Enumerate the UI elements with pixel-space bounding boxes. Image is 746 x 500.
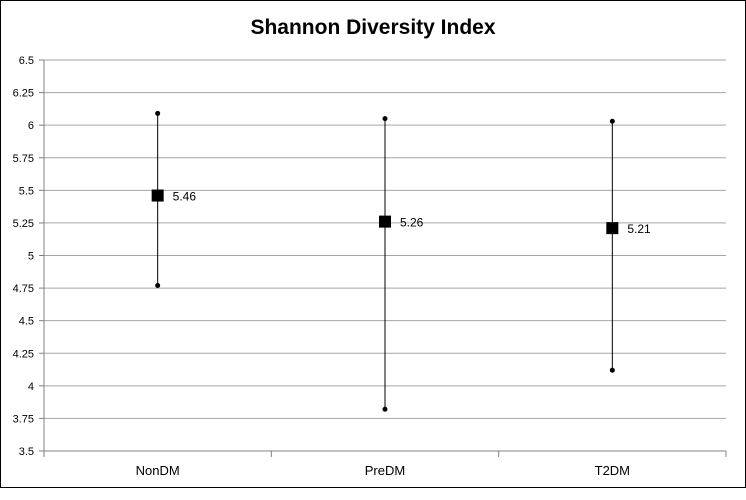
data-label: 5.21: [627, 222, 651, 236]
y-tick-label: 6.25: [13, 88, 34, 100]
y-tick-label: 4: [28, 381, 34, 393]
y-tick-label: 6.5: [19, 55, 34, 67]
data-label: 5.46: [173, 190, 197, 204]
y-tick-label: 5: [28, 251, 34, 263]
x-tick-label: PreDM: [365, 463, 405, 478]
y-tick-label: 6: [28, 120, 34, 132]
y-tick-label: 5.75: [13, 153, 34, 165]
error-bar-high-cap: [382, 116, 388, 122]
y-tick-label: 5.25: [13, 218, 34, 230]
error-bar-low-cap: [382, 406, 388, 412]
data-point-marker: [379, 215, 391, 228]
y-tick-label: 4.5: [19, 316, 34, 328]
y-tick-label: 3.5: [19, 446, 34, 458]
error-bar-high-cap: [609, 118, 615, 124]
chart-title: Shannon Diversity Index: [250, 16, 496, 39]
y-tick-label: 4.25: [13, 348, 34, 360]
error-bar-low-cap: [609, 367, 615, 373]
y-tick-label: 4.75: [13, 283, 34, 295]
x-tick-label: NonDM: [136, 463, 180, 478]
y-tick-label: 3.75: [13, 413, 34, 425]
y-tick-label: 5.5: [19, 185, 34, 197]
data-label: 5.26: [400, 216, 424, 230]
error-bar-high-cap: [155, 110, 161, 116]
x-tick-label: T2DM: [595, 463, 630, 478]
data-point-marker: [606, 222, 619, 235]
error-bar-low-cap: [155, 282, 161, 288]
chart-frame: [0, 0, 746, 488]
data-point-marker: [151, 189, 164, 202]
